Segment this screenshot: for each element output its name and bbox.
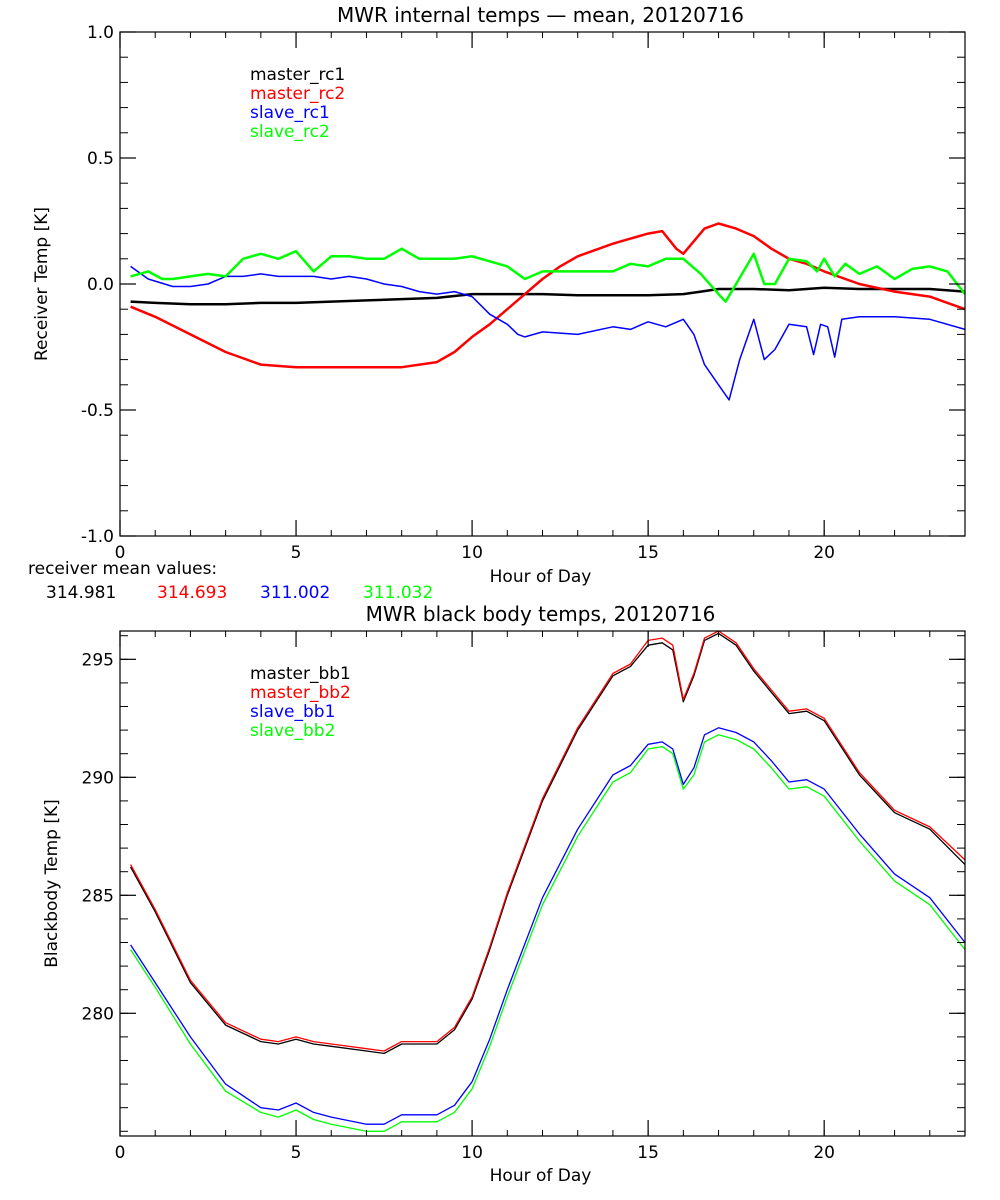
plot-frame: [119, 31, 966, 537]
plot-frame: [119, 630, 966, 1137]
series-line-slave_rc1: [130, 265, 966, 401]
series-line-master_bb2: [130, 630, 966, 1052]
series-line-master_rc1: [130, 286, 966, 306]
chart-title: MWR black body temps, 20120716: [366, 602, 716, 626]
series-group: [130, 222, 966, 401]
y-tick-label: 290: [82, 768, 114, 788]
y-tick-label: 280: [82, 1004, 114, 1024]
x-tick-label: 0: [115, 1143, 126, 1163]
x-tick-label: 5: [291, 1143, 302, 1163]
minor-ticks: [119, 631, 966, 1136]
y-tick-label: 0.0: [87, 275, 114, 295]
legend-entry-slave_bb1: slave_bb1: [250, 702, 335, 722]
legend-entry-slave_bb2: slave_bb2: [250, 721, 335, 741]
x-tick-label: 5: [291, 543, 302, 563]
receiver-temp-chart: 0 5 10 15 20 -1.0 -0.5 0.0 0.5 1.0 MWR internal te…: [32, 3, 966, 587]
receiver-mean-value: 314.693: [157, 583, 227, 603]
series-line-slave_bb2: [130, 734, 966, 1132]
y-tick-label: -0.5: [81, 401, 114, 421]
x-axis-label: Hour of Day: [490, 567, 592, 587]
x-tick-label: 0: [115, 543, 126, 563]
receiver-mean-value: 311.032: [363, 583, 433, 603]
receiver-mean-caption: receiver mean values:: [28, 559, 217, 579]
legend-entry-master_bb1: master_bb1: [250, 664, 351, 684]
receiver-mean-value: 314.981: [46, 583, 116, 603]
y-tick-label: 285: [82, 886, 114, 906]
legend-entry-master_bb2: master_bb2: [250, 683, 351, 703]
x-tick-label: 20: [813, 543, 835, 563]
y-tick-label: 1.0: [87, 23, 114, 43]
x-axis-label: Hour of Day: [490, 1166, 592, 1186]
legend-entry-master_rc1: master_rc1: [250, 65, 345, 85]
x-tick-label: 10: [461, 1143, 483, 1163]
blackbody-temp-chart: 0 5 10 15 20 280 285 290 295 MWR black body temps…: [42, 602, 966, 1186]
y-tick-label: -1.0: [81, 527, 114, 547]
series-line-slave_rc2: [130, 247, 966, 303]
y-axis-label: Receiver Temp [K]: [32, 207, 52, 361]
legend-entry-master_rc2: master_rc2: [250, 84, 345, 104]
legend-entry-slave_rc1: slave_rc1: [250, 103, 330, 123]
y-tick-label: 295: [82, 650, 114, 670]
x-tick-label: 20: [813, 1143, 835, 1163]
minor-ticks: [119, 31, 966, 537]
y-tick-label: 0.5: [87, 149, 114, 169]
legend-entry-slave_rc2: slave_rc2: [250, 122, 330, 142]
series-group: [130, 630, 966, 1132]
receiver-mean-values: receiver mean values: 314.981 314.693 311.…: [28, 559, 433, 603]
series-line-master_bb1: [130, 632, 966, 1055]
x-tick-label: 15: [637, 543, 659, 563]
chart-title: MWR internal temps — mean, 20120716: [337, 3, 744, 27]
receiver-mean-value: 311.002: [260, 583, 330, 603]
y-axis-label: Blackbody Temp [K]: [42, 799, 62, 968]
series-line-slave_bb1: [130, 727, 966, 1125]
x-tick-label: 10: [461, 543, 483, 563]
x-tick-label: 15: [637, 1143, 659, 1163]
